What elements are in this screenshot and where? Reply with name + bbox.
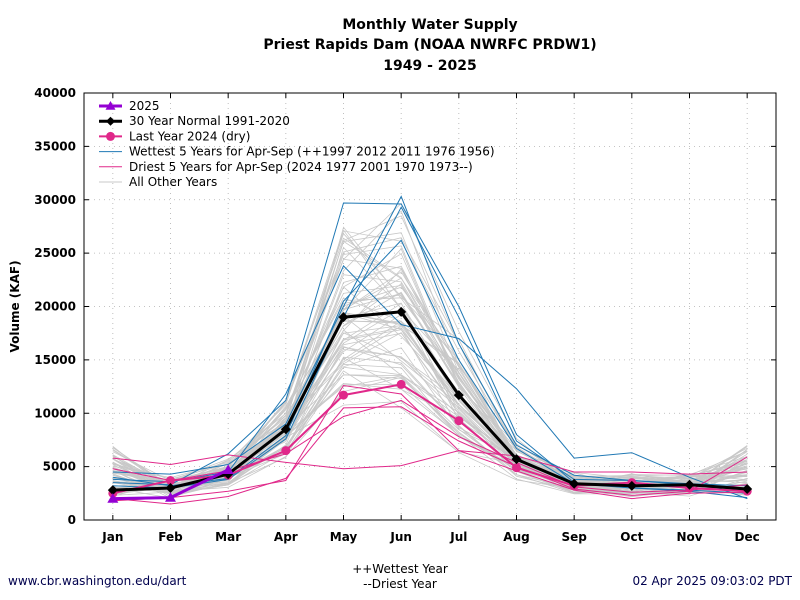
y-tick-label: 30000	[34, 193, 76, 207]
driest-year-line	[112, 450, 748, 475]
grid-lines	[84, 93, 776, 520]
x-tick-label: Apr	[274, 530, 298, 544]
legend-label: 30 Year Normal 1991-2020	[129, 114, 290, 128]
wettest-year-line	[112, 239, 748, 499]
driest-year-line	[112, 384, 748, 502]
x-tick-label: Jan	[101, 530, 123, 544]
legend-label: Last Year 2024 (dry)	[129, 129, 250, 143]
x-tick-label: Nov	[676, 530, 702, 544]
footer-timestamp: 02 Apr 2025 09:03:02 PDT	[632, 574, 792, 588]
data-point	[281, 446, 291, 456]
legend-label: All Other Years	[129, 175, 217, 189]
data-point	[742, 484, 753, 495]
data-point	[280, 424, 291, 435]
y-tick-label: 40000	[34, 86, 76, 100]
series-layer	[107, 195, 753, 505]
driest-year-line	[112, 399, 748, 493]
data-point	[454, 416, 464, 426]
footer-url[interactable]: www.cbr.washington.edu/dart	[8, 574, 187, 588]
data-point	[107, 485, 118, 496]
chart-title: Monthly Water Supply Priest Rapids Dam (…	[263, 17, 596, 74]
other-year-line	[112, 346, 748, 493]
other-year-line	[112, 277, 748, 487]
data-point	[165, 482, 176, 493]
data-point	[569, 478, 580, 489]
driest-year-line	[112, 406, 748, 505]
other-year-line	[112, 258, 748, 485]
data-point	[626, 480, 637, 491]
data-point	[512, 463, 521, 473]
wettest-year-line	[112, 202, 748, 494]
x-tick-label: Sep	[561, 530, 587, 544]
x-tick-label: Dec	[735, 530, 760, 544]
x-tick-label: Jun	[389, 530, 412, 544]
y-tick-label: 35000	[34, 139, 76, 153]
data-point	[222, 464, 234, 474]
other-year-line	[112, 325, 748, 491]
other-year-line	[112, 320, 748, 496]
y-tick-label: 20000	[34, 300, 76, 314]
x-tick-label: Jul	[449, 530, 467, 544]
data-point	[165, 492, 176, 502]
x-tick-label: Aug	[503, 530, 529, 544]
normal-line	[112, 310, 748, 492]
other-year-line	[112, 297, 748, 489]
wettest-year-line	[112, 206, 748, 491]
y-axis: 0 5000 10000 15000 20000 25000 30000 35000 40000	[34, 86, 776, 527]
data-point	[166, 476, 175, 486]
x-tick-label: May	[330, 530, 358, 544]
data-point	[511, 454, 522, 465]
chart-title-line-3: 1949 - 2025	[383, 58, 477, 74]
other-year-line	[112, 248, 748, 487]
footer-note-wettest: ++Wettest Year	[352, 562, 448, 576]
y-tick-label: 10000	[34, 406, 76, 420]
x-tick-label: Feb	[158, 530, 183, 544]
data-point	[453, 390, 464, 401]
y-tick-label: 0	[68, 513, 76, 527]
data-point	[396, 306, 407, 317]
chart-title-line-2: Priest Rapids Dam (NOAA NWRFC PRDW1)	[263, 37, 596, 53]
chart-title-line-1: Monthly Water Supply	[342, 17, 517, 33]
data-point	[107, 493, 119, 503]
x-tick-label: Oct	[620, 530, 643, 544]
y-tick-label: 15000	[34, 353, 76, 367]
data-point	[106, 131, 115, 141]
x-axis: Jan Feb Mar Apr May Jun Jul Aug Sep Oct Nov Dec	[101, 93, 760, 544]
data-point	[338, 312, 349, 323]
data-point	[684, 479, 695, 490]
data-point	[339, 390, 348, 400]
y-axis-label: Volume (KAF)	[8, 260, 22, 352]
footer-note-driest: --Driest Year	[363, 577, 437, 591]
legend-label: Driest 5 Years for Apr-Sep (2024 1977 20…	[129, 160, 473, 174]
legend-label: Wettest 5 Years for Apr-Sep (++1997 2012…	[129, 145, 495, 159]
other-year-line	[112, 271, 748, 493]
legend-label: 2025	[129, 99, 160, 113]
data-point	[105, 101, 116, 110]
other-years-lines	[112, 202, 748, 499]
data-point	[396, 379, 406, 389]
y-tick-label: 25000	[34, 246, 76, 260]
y-tick-label: 5000	[43, 460, 76, 474]
other-year-line	[112, 246, 748, 489]
other-year-line	[112, 230, 748, 485]
other-year-line	[112, 382, 748, 496]
x-tick-label: Mar	[215, 530, 241, 544]
data-point	[106, 116, 115, 126]
